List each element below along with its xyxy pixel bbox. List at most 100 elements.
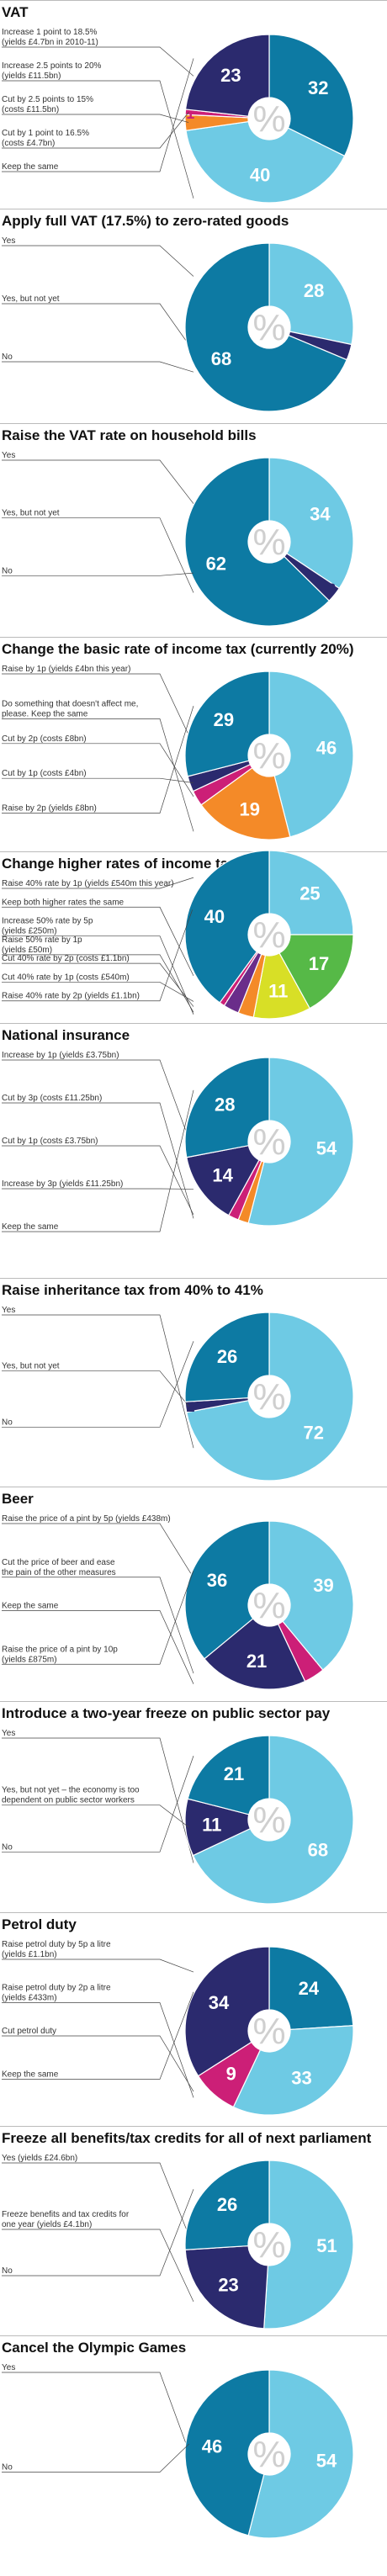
leader-line	[2, 1315, 194, 1448]
value-label: 34	[209, 1992, 230, 2013]
option-label: No	[2, 2463, 13, 2473]
value-label: 17	[309, 953, 329, 974]
percent-symbol: %	[252, 735, 285, 777]
value-label: 54	[316, 2451, 337, 2472]
option-label: Keep the same	[2, 2070, 59, 2080]
value-label: 11	[268, 981, 288, 1002]
value-label: 29	[214, 709, 234, 730]
leader-line	[2, 2444, 189, 2473]
option-label: Cut by 2.5 points to 15%	[2, 95, 93, 104]
donut-chart: 32 Increase 1 point to 18.5%(yields £4.7b…	[0, 1, 387, 209]
option-label: Keep the same	[2, 162, 59, 172]
leader-line	[2, 2189, 194, 2276]
option-label: one year (yields £4.1bn)	[2, 2220, 92, 2229]
value-label: 46	[316, 737, 337, 758]
option-label: Raise the price of a pint by 10p	[2, 1645, 118, 1654]
option-label: Raise petrol duty by 5p a litre	[2, 1940, 111, 1949]
option-label: Do something that doesn't affect me,	[2, 699, 138, 708]
value-label: 68	[308, 1840, 328, 1861]
value-label: 40	[204, 906, 225, 927]
option-label: Yes, but not yet	[2, 509, 60, 518]
value-label: 11	[202, 1814, 221, 1835]
option-label: Yes	[2, 451, 15, 460]
leader-line	[2, 2372, 194, 2464]
leader-line	[2, 362, 194, 372]
leader-line	[2, 2003, 194, 2098]
leader-line	[2, 2163, 194, 2247]
percent-symbol: %	[252, 522, 285, 563]
option-label: No	[2, 566, 13, 575]
option-label: Raise 40% rate by 2p (yields £1.1bn)	[2, 992, 140, 1001]
leader-line	[2, 573, 194, 575]
option-label: Cut by 1p (costs £4bn)	[2, 769, 87, 778]
option-label: No	[2, 352, 13, 362]
option-label: Cut 40% rate by 1p (costs £540m)	[2, 973, 130, 982]
leader-line	[2, 1341, 194, 1427]
value-label: 9	[226, 2063, 236, 2084]
option-label: Yes	[2, 1729, 15, 1738]
option-label: Yes (yields £24.6bn)	[2, 2154, 77, 2163]
option-label: (yields £875m)	[2, 1655, 57, 1664]
percent-symbol: %	[252, 98, 285, 140]
leader-line	[2, 778, 194, 782]
value-label: 26	[217, 2194, 237, 2215]
leader-line	[2, 460, 194, 504]
option-label: Cut by 3p (costs £11.25bn)	[2, 1094, 102, 1103]
leader-line	[2, 1959, 194, 1972]
percent-symbol: %	[252, 1585, 285, 1626]
value-label: 36	[207, 1570, 227, 1591]
leader-line	[2, 1371, 189, 1407]
option-label: dependent on public sector workers	[2, 1796, 135, 1805]
leader-line	[2, 2036, 194, 2091]
percent-symbol: %	[252, 1376, 285, 1418]
option-label: Freeze benefits and tax credits for	[2, 2210, 130, 2219]
option-label: No	[2, 1418, 13, 1427]
value-label: 26	[217, 1346, 237, 1367]
leader-line	[2, 1090, 194, 1232]
option-label: (costs £11.5bn)	[2, 105, 59, 114]
option-label: Cut the price of beer and ease	[2, 1558, 115, 1567]
option-label: Increase by 3p (yields £11.25bn)	[2, 1179, 123, 1189]
option-label: Raise the price of a pint by 5p (yields …	[2, 1514, 171, 1524]
percent-symbol: %	[252, 307, 285, 348]
value-label: 24	[299, 1978, 320, 1999]
value-label: 19	[240, 798, 260, 819]
value-label: 14	[212, 1164, 233, 1185]
option-label: Increase 1 point to 18.5%	[2, 28, 98, 37]
leader-line	[2, 2229, 194, 2302]
option-label: Increase 2.5 points to 20%	[2, 61, 102, 71]
value-label: 33	[291, 2068, 311, 2089]
value-label: 21	[247, 1651, 267, 1672]
leader-line	[2, 246, 194, 276]
percent-symbol: %	[252, 914, 285, 956]
value-label: 72	[304, 1423, 324, 1444]
option-label: Raise 50% rate by 1p	[2, 936, 82, 945]
option-label: Cut by 1 point to 16.5%	[2, 129, 89, 138]
option-label: Keep the same	[2, 1222, 59, 1232]
value-label: 3	[327, 580, 336, 597]
value-label: 25	[300, 883, 320, 904]
option-label: Cut by 1p (costs £3.75bn)	[2, 1137, 98, 1146]
value-label: 46	[202, 2436, 222, 2457]
value-label: 28	[215, 1094, 235, 1115]
option-label: No	[2, 1842, 13, 1852]
option-label: (yields £4.7bn in 2010-11)	[2, 38, 98, 47]
value-label: 3	[341, 342, 349, 358]
value-label: 51	[316, 2235, 337, 2256]
value-label: 32	[308, 77, 328, 98]
value-label: 4	[310, 1660, 318, 1677]
